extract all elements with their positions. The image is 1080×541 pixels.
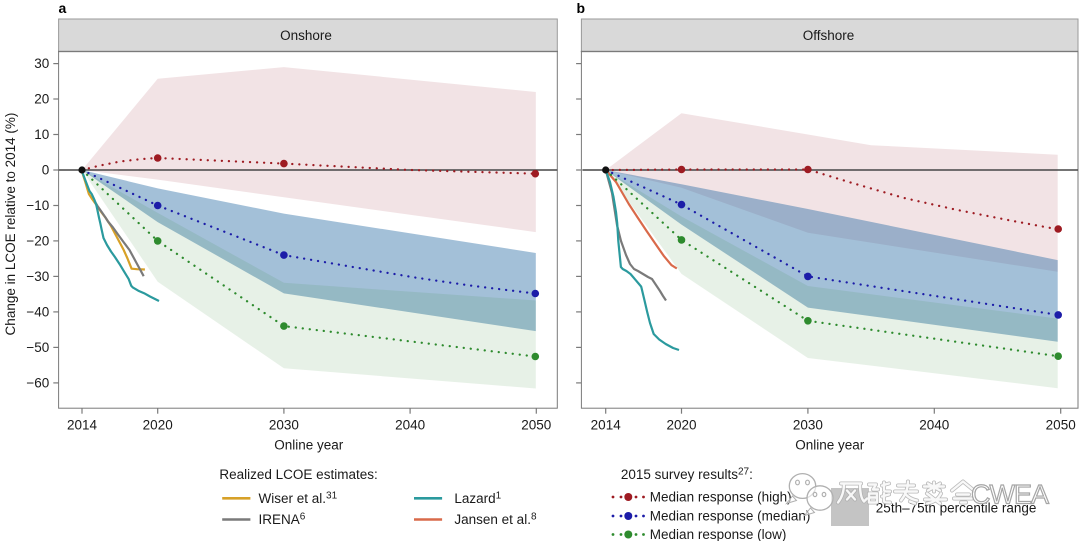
svg-text:−20: −20 — [26, 234, 49, 249]
svg-text:CWEA: CWEA — [971, 480, 1049, 510]
svg-text:2030: 2030 — [269, 417, 299, 432]
svg-text:Wiser et al.31: Wiser et al.31 — [259, 491, 338, 507]
svg-text:−30: −30 — [26, 269, 49, 284]
svg-text:IRENA6: IRENA6 — [259, 512, 306, 528]
svg-text:−40: −40 — [26, 305, 49, 320]
svg-text:Onshore: Onshore — [280, 28, 332, 43]
svg-text:Realized LCOE estimates:: Realized LCOE estimates: — [219, 467, 377, 482]
svg-text:−50: −50 — [26, 340, 49, 355]
svg-text:Lazard1: Lazard1 — [454, 491, 501, 507]
svg-text:2015 survey results27:: 2015 survey results27: — [621, 466, 753, 482]
svg-text:2020: 2020 — [666, 417, 696, 432]
svg-text:2050: 2050 — [521, 417, 551, 432]
svg-text:2014: 2014 — [67, 417, 98, 432]
svg-text:0: 0 — [42, 163, 50, 178]
svg-text:2014: 2014 — [591, 417, 622, 432]
svg-text:20: 20 — [34, 92, 49, 107]
svg-text:Online year: Online year — [795, 437, 865, 452]
svg-text:2040: 2040 — [919, 417, 949, 432]
svg-text:2050: 2050 — [1046, 417, 1076, 432]
svg-text:Median response (median): Median response (median) — [650, 509, 811, 524]
svg-text:Offshore: Offshore — [803, 28, 855, 43]
svg-text:Jansen et al.8: Jansen et al.8 — [454, 512, 537, 528]
svg-text:Median response (low): Median response (low) — [650, 527, 787, 541]
svg-text:−10: −10 — [26, 198, 49, 213]
svg-text:2040: 2040 — [395, 417, 425, 432]
svg-text:Median response (high): Median response (high) — [650, 490, 792, 505]
svg-text:2020: 2020 — [143, 417, 173, 432]
svg-text:10: 10 — [34, 127, 49, 142]
svg-text:b: b — [577, 0, 586, 16]
svg-text:30: 30 — [34, 56, 49, 71]
svg-text:−60: −60 — [26, 376, 49, 391]
svg-text:a: a — [59, 0, 67, 16]
svg-text:Online year: Online year — [274, 437, 344, 452]
svg-text:Change in LCOE relative to 201: Change in LCOE relative to 2014 (%) — [3, 113, 18, 336]
svg-text:2030: 2030 — [793, 417, 823, 432]
